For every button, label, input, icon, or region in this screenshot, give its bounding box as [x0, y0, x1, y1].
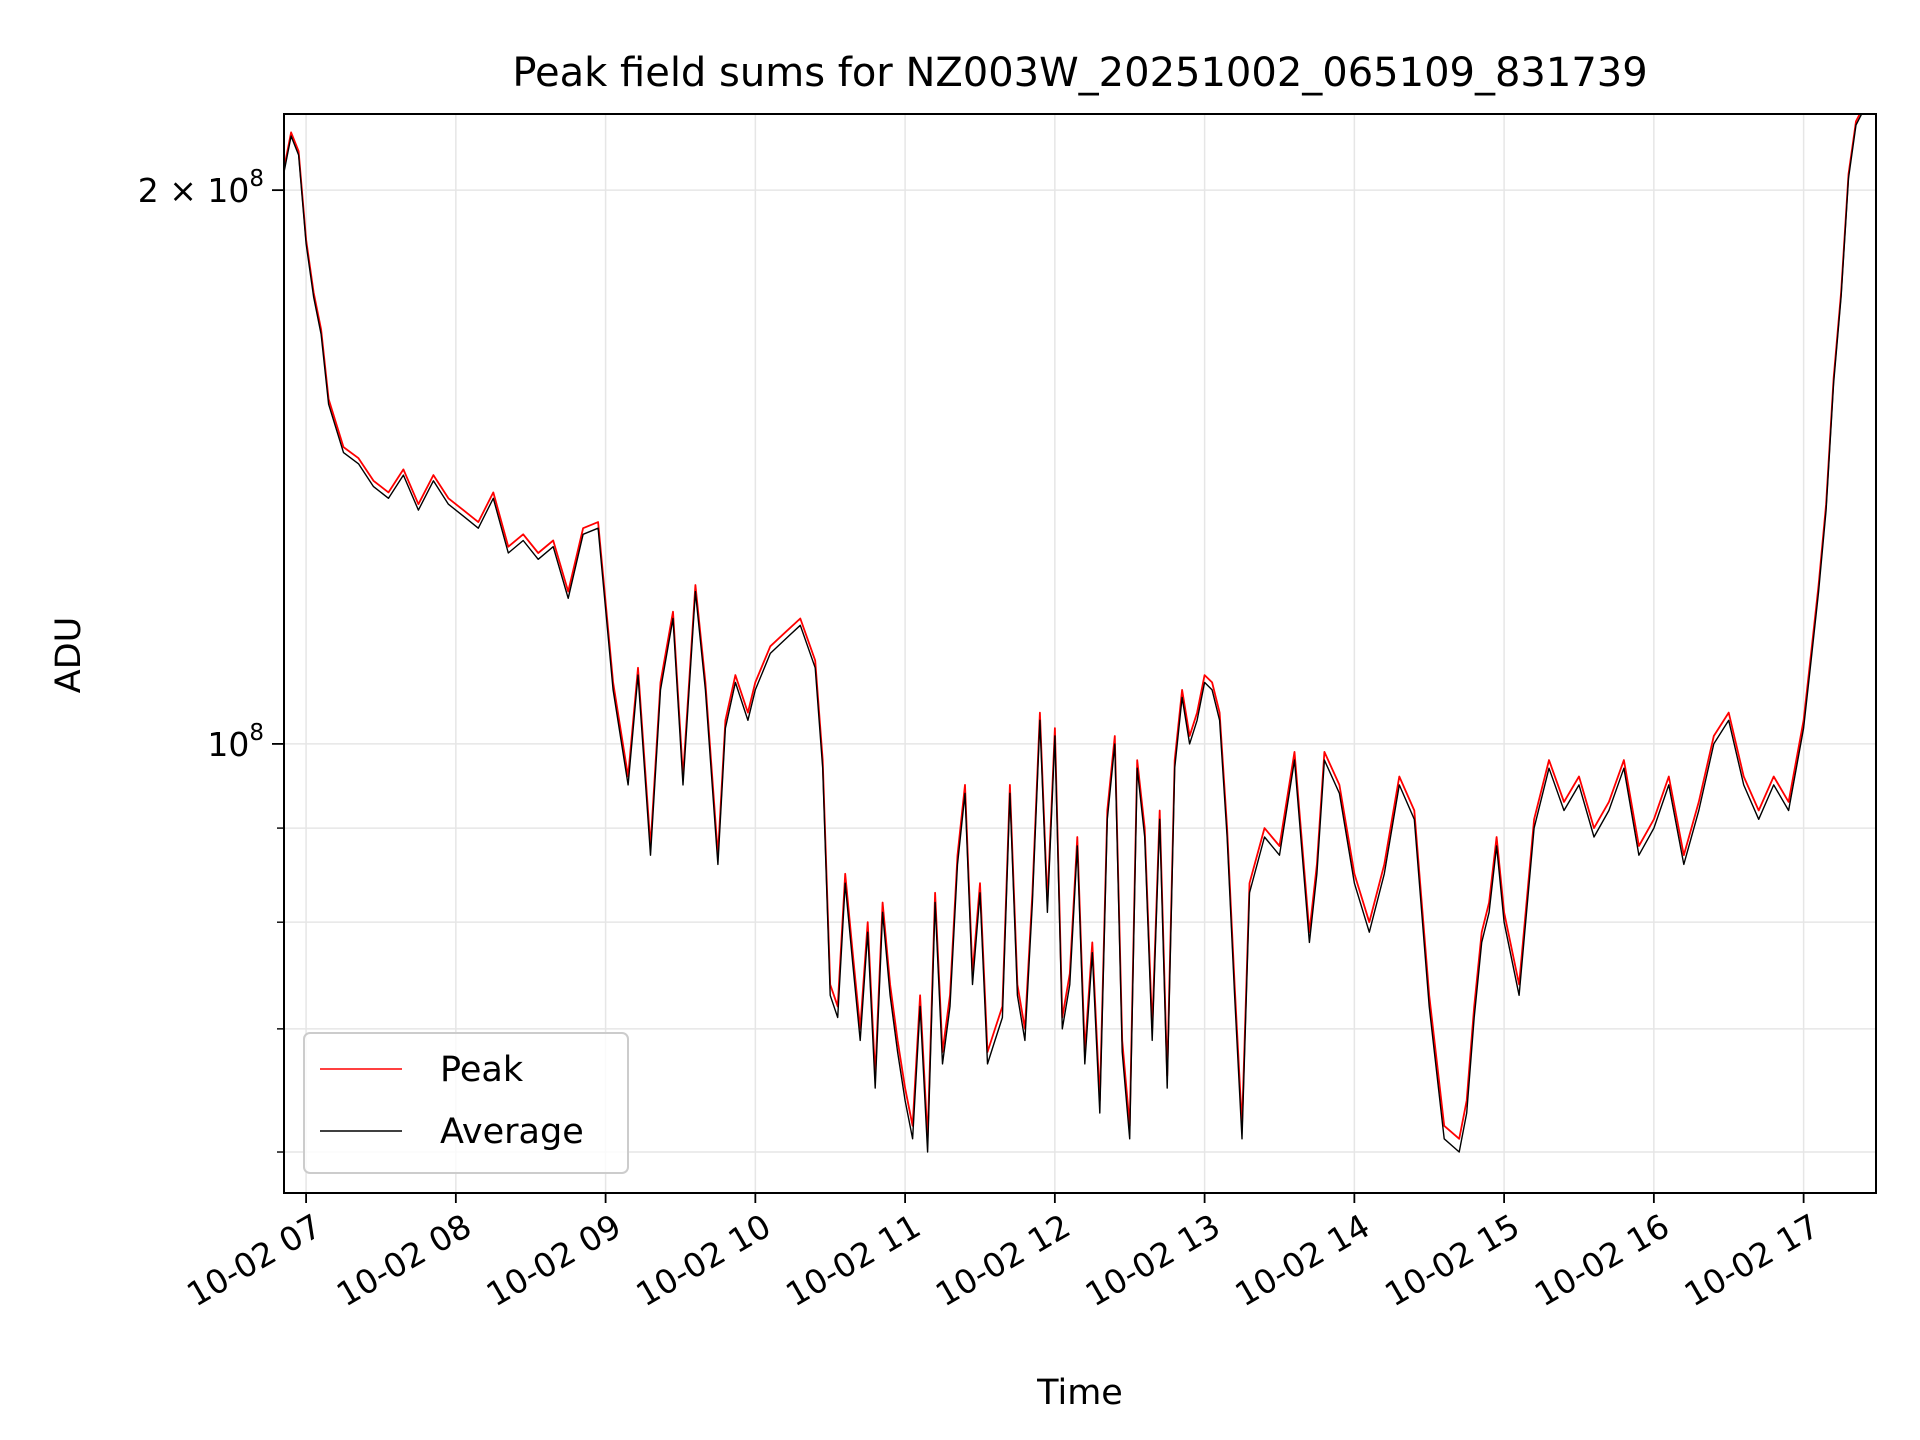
- x-tick-label: 10-02 14: [1228, 1206, 1376, 1314]
- chart-title: Peak field sums for NZ003W_20251002_0651…: [512, 50, 1647, 96]
- y-axis-ticks: 108 2 × 108: [138, 166, 284, 1153]
- x-axis-ticks: 10-02 07 10-02 08 10-02 09 10-02 10 10-02 11…: [180, 1193, 1826, 1314]
- x-tick-label: 10-02 11: [779, 1206, 927, 1314]
- y-tick-label: 2 × 108: [138, 166, 264, 210]
- x-tick-label: 10-02 17: [1678, 1206, 1826, 1314]
- x-tick-label: 10-02 16: [1528, 1206, 1676, 1314]
- legend: Peak Average: [303, 1032, 629, 1174]
- x-tick-label: 10-02 08: [330, 1206, 478, 1314]
- axes-frame: [283, 113, 1877, 1194]
- series-line-average: [284, 114, 1863, 1153]
- x-tick-label: 10-02 12: [929, 1206, 1077, 1314]
- series-line-peak: [284, 114, 1861, 1140]
- plot-area: [284, 114, 1863, 1153]
- legend-box: [303, 1032, 629, 1174]
- legend-label-average: Average: [440, 1112, 584, 1152]
- x-tick-label: 10-02 10: [629, 1206, 777, 1314]
- x-tick-label: 10-02 15: [1378, 1206, 1526, 1314]
- x-axis-label: Time: [1036, 1373, 1123, 1413]
- legend-label-peak: Peak: [440, 1050, 524, 1090]
- x-tick-label: 10-02 07: [180, 1206, 328, 1314]
- y-tick-label: 108: [207, 720, 264, 764]
- gridlines: [284, 114, 1876, 1193]
- x-tick-label: 10-02 09: [480, 1206, 628, 1314]
- x-tick-label: 10-02 13: [1079, 1206, 1227, 1314]
- y-axis-label: ADU: [49, 617, 89, 694]
